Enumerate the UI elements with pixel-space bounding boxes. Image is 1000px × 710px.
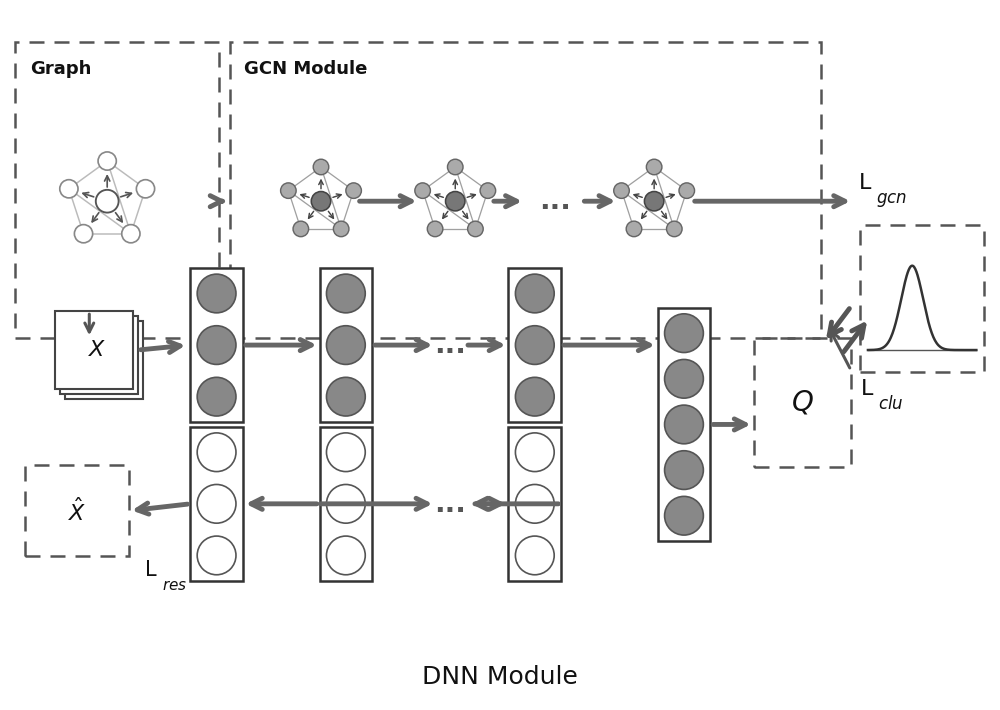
Circle shape bbox=[60, 180, 78, 198]
Circle shape bbox=[326, 433, 365, 471]
Circle shape bbox=[480, 183, 496, 198]
Circle shape bbox=[96, 190, 119, 212]
Circle shape bbox=[197, 326, 236, 364]
Text: $\hat{X}$: $\hat{X}$ bbox=[68, 497, 86, 525]
Circle shape bbox=[311, 192, 331, 211]
Circle shape bbox=[313, 159, 329, 175]
Text: $\mathrm{L}$: $\mathrm{L}$ bbox=[860, 378, 874, 399]
Text: ...: ... bbox=[434, 490, 466, 518]
Bar bbox=[15, 43, 219, 338]
Circle shape bbox=[281, 183, 296, 198]
Circle shape bbox=[447, 159, 463, 175]
Circle shape bbox=[326, 536, 365, 575]
Circle shape bbox=[326, 326, 365, 364]
Circle shape bbox=[665, 314, 703, 353]
Bar bbox=[860, 225, 984, 372]
Circle shape bbox=[346, 183, 361, 198]
Circle shape bbox=[626, 221, 642, 236]
Circle shape bbox=[646, 159, 662, 175]
Circle shape bbox=[515, 274, 554, 313]
Circle shape bbox=[427, 221, 443, 236]
Bar bbox=[508, 268, 561, 422]
Circle shape bbox=[515, 377, 554, 416]
Bar bbox=[25, 465, 129, 557]
Bar bbox=[320, 268, 372, 422]
Circle shape bbox=[665, 496, 703, 535]
Circle shape bbox=[326, 377, 365, 416]
Text: ...: ... bbox=[539, 187, 571, 215]
Circle shape bbox=[333, 221, 349, 236]
Circle shape bbox=[415, 183, 430, 198]
Bar bbox=[230, 43, 821, 338]
Bar bbox=[754, 338, 851, 467]
Circle shape bbox=[515, 536, 554, 575]
Circle shape bbox=[679, 183, 695, 198]
Circle shape bbox=[665, 359, 703, 398]
Bar bbox=[190, 268, 243, 422]
Text: $\mathit{gcn}$: $\mathit{gcn}$ bbox=[876, 191, 907, 209]
Circle shape bbox=[468, 221, 483, 236]
Circle shape bbox=[515, 433, 554, 471]
Text: $\mathrm{L}$: $\mathrm{L}$ bbox=[858, 173, 872, 193]
Circle shape bbox=[326, 274, 365, 313]
Text: $\mathit{Q}$: $\mathit{Q}$ bbox=[791, 388, 814, 417]
Circle shape bbox=[446, 192, 465, 211]
Text: DNN Module: DNN Module bbox=[422, 665, 578, 689]
Bar bbox=[65, 321, 143, 398]
Circle shape bbox=[74, 224, 93, 243]
Circle shape bbox=[293, 221, 309, 236]
Circle shape bbox=[197, 536, 236, 575]
Text: $\mathit{clu}$: $\mathit{clu}$ bbox=[878, 395, 903, 413]
Text: ...: ... bbox=[434, 331, 466, 359]
Bar bbox=[508, 427, 561, 581]
Bar bbox=[320, 427, 372, 581]
Circle shape bbox=[614, 183, 629, 198]
Circle shape bbox=[197, 484, 236, 523]
Bar bbox=[60, 317, 138, 393]
Circle shape bbox=[197, 377, 236, 416]
Circle shape bbox=[326, 484, 365, 523]
Circle shape bbox=[665, 405, 703, 444]
Text: Graph: Graph bbox=[30, 60, 91, 78]
Circle shape bbox=[98, 152, 116, 170]
Text: $\mathit{res}$: $\mathit{res}$ bbox=[162, 578, 187, 593]
Circle shape bbox=[644, 192, 664, 211]
Bar bbox=[190, 427, 243, 581]
Circle shape bbox=[197, 433, 236, 471]
Circle shape bbox=[665, 451, 703, 489]
Circle shape bbox=[667, 221, 682, 236]
Bar bbox=[658, 308, 710, 541]
Circle shape bbox=[515, 484, 554, 523]
Text: $\mathit{X}$: $\mathit{X}$ bbox=[88, 340, 107, 360]
Text: $\mathrm{L}$: $\mathrm{L}$ bbox=[144, 560, 157, 580]
Circle shape bbox=[197, 274, 236, 313]
Circle shape bbox=[122, 224, 140, 243]
Circle shape bbox=[515, 326, 554, 364]
Bar bbox=[55, 312, 133, 389]
Circle shape bbox=[136, 180, 155, 198]
Text: GCN Module: GCN Module bbox=[244, 60, 368, 78]
